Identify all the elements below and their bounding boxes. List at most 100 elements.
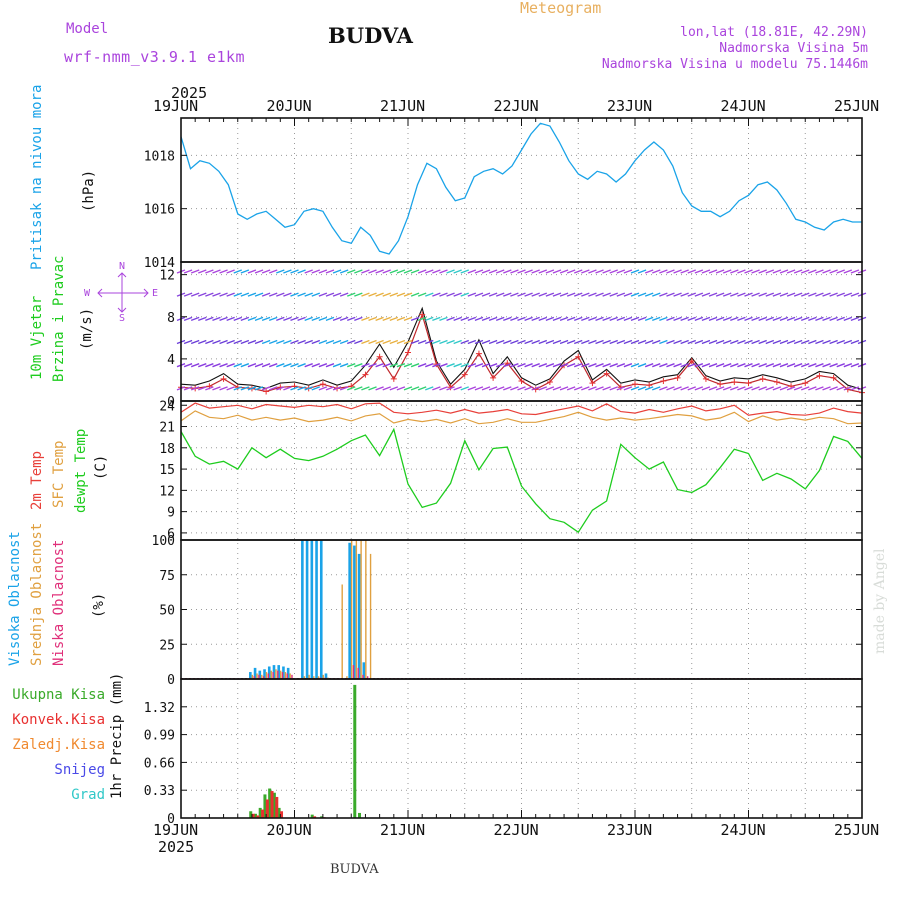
- total-rain-bar: [277, 807, 281, 818]
- wind-barb: [722, 339, 732, 345]
- wind-barb: [730, 339, 739, 345]
- wind-barb: [545, 386, 555, 391]
- wind-barb: [283, 339, 292, 345]
- mid-cloud-bar: [303, 676, 306, 679]
- wind-barb: [453, 292, 462, 297]
- wind-barb: [574, 269, 583, 274]
- wind-barb: [602, 363, 611, 368]
- wind-speed-marker: [575, 353, 582, 360]
- wind-barb: [261, 292, 271, 297]
- wind-barb: [786, 292, 796, 297]
- wind-barb: [495, 292, 505, 297]
- wind-barb: [396, 363, 406, 368]
- wind-barb: [495, 316, 505, 322]
- wind-barb: [467, 386, 477, 391]
- wind-barb: [552, 363, 562, 368]
- wind-barb: [701, 316, 711, 322]
- mid-cloud-bar: [251, 674, 254, 679]
- wind-barb: [687, 339, 696, 345]
- wind-barb: [751, 363, 760, 368]
- wind-speed-marker: [745, 380, 752, 387]
- wind-barb: [822, 386, 831, 391]
- wind-barb: [190, 363, 200, 368]
- wind-barb: [701, 386, 711, 391]
- wind-barb: [822, 339, 831, 345]
- wind-barb: [595, 269, 604, 274]
- wind-barb: [765, 363, 775, 368]
- mid-cloud-bar: [346, 676, 348, 679]
- wind-barb: [687, 316, 696, 322]
- dewpt-line: [180, 427, 863, 534]
- wind-speed-marker: [390, 375, 397, 382]
- wind-barb: [673, 316, 682, 322]
- wind-barb: [332, 292, 342, 297]
- wind-barb: [673, 292, 682, 297]
- top-date-label: 24JUN: [720, 97, 766, 115]
- wind-barb: [715, 269, 725, 274]
- wind-barb: [268, 316, 278, 322]
- wind-barb: [751, 269, 760, 274]
- total-rain-bar: [258, 807, 262, 818]
- wind-barb: [205, 269, 214, 274]
- wind-barb: [347, 363, 356, 368]
- wind-barb: [694, 363, 704, 368]
- wind-barb: [559, 269, 569, 274]
- top-date-label: 19JUN: [153, 97, 199, 115]
- wind-barb: [410, 269, 420, 274]
- altitude-label: Nadmorska Visina 5m: [719, 41, 868, 56]
- wind-barb: [460, 363, 469, 368]
- low-cloud-bar: [253, 676, 255, 679]
- low-cloud-bar: [357, 667, 359, 679]
- wind-barb: [339, 363, 349, 368]
- wind-barb: [602, 316, 611, 322]
- wind-barb: [680, 292, 689, 297]
- lonlat-label: lon,lat (18.81E, 42.29N): [680, 25, 868, 40]
- y-tick-label: 75: [159, 569, 175, 584]
- wind-barb: [538, 316, 548, 322]
- top-date-label: 23JUN: [607, 97, 653, 115]
- wind-barb: [801, 363, 810, 368]
- y-tick-label: 50: [159, 604, 175, 619]
- wind-speed-marker: [603, 370, 610, 377]
- wind-barb: [666, 269, 675, 274]
- wind-speed-marker: [546, 379, 553, 386]
- wind-barb: [311, 292, 321, 297]
- wind-barb: [850, 269, 860, 274]
- wind-barb: [715, 292, 725, 297]
- wind-barb: [240, 269, 250, 274]
- wind-barb: [339, 386, 349, 391]
- wind-barb: [630, 292, 640, 297]
- wind-barb: [566, 339, 576, 345]
- wind-barb: [609, 316, 618, 322]
- wind-barb: [247, 339, 257, 345]
- wind-barb: [815, 292, 824, 297]
- wind-barb: [382, 363, 391, 368]
- wind-barb: [460, 386, 469, 391]
- y-tick-label: 12: [159, 269, 175, 284]
- wind-barb: [190, 316, 200, 322]
- wind-barb: [765, 386, 775, 391]
- wind-barb: [240, 316, 250, 322]
- total-rain-bar: [358, 812, 362, 818]
- wind-speed-marker: [802, 380, 809, 387]
- wind-barb: [268, 386, 278, 391]
- high-cloud-title: Visoka Oblacnost: [7, 531, 23, 666]
- wind-barb: [226, 316, 235, 322]
- wind-barb: [786, 363, 796, 368]
- total-rain-bar: [249, 811, 253, 818]
- wind-barb: [276, 363, 285, 368]
- wind-barb: [368, 386, 377, 391]
- wind-speed-marker: [773, 379, 780, 386]
- mid-cloud-bar: [317, 676, 320, 679]
- wind-barb: [375, 386, 384, 391]
- y-tick-label: 0: [167, 673, 175, 688]
- wind-barb: [609, 339, 618, 345]
- wind-barb: [552, 339, 562, 345]
- wind-barb: [758, 363, 767, 368]
- wind-barb: [432, 339, 441, 345]
- y-tick-label: 6: [167, 527, 175, 542]
- meteogram-title: Meteogram: [520, 0, 602, 17]
- mid-cloud-bar: [275, 669, 277, 679]
- wind-barb: [198, 339, 207, 345]
- wind-barb: [375, 269, 384, 274]
